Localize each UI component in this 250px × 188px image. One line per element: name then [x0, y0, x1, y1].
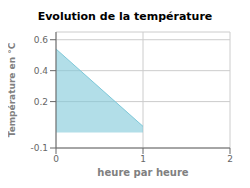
svg-text:heure par heure: heure par heure: [97, 167, 188, 178]
svg-text:0: 0: [53, 154, 59, 164]
html-text:Evolution de la température: Evolution de la température: [37, 10, 213, 23]
svg-text:1: 1: [140, 154, 146, 164]
svg-text:Température en °C: Température en °C: [8, 42, 17, 137]
svg-text:0.6: 0.6: [34, 35, 49, 45]
svg-text:0.2: 0.2: [34, 97, 48, 107]
svg-text:-0.1: -0.1: [30, 143, 48, 153]
svg-text:2: 2: [227, 154, 233, 164]
svg-text:0.4: 0.4: [34, 66, 49, 76]
